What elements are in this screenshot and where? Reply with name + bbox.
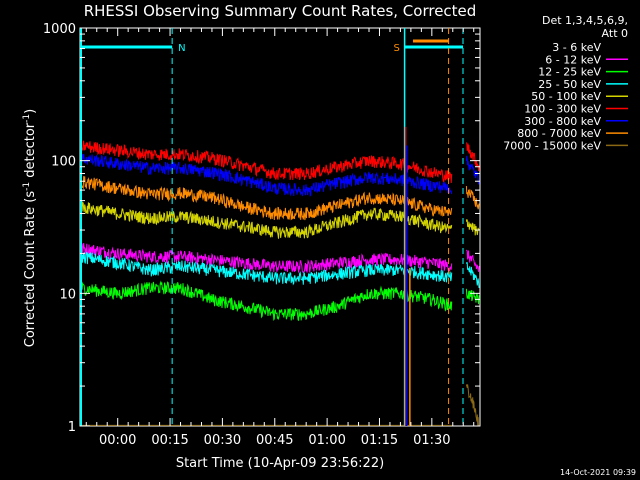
legend-label-2: 12 - 25 keV	[538, 66, 601, 79]
x-tick-label: 01:00	[308, 433, 345, 448]
series-line-4	[81, 201, 453, 239]
x-tick-label: 00:45	[256, 433, 293, 448]
chart-title: RHESSI Observing Summary Count Rates, Co…	[84, 2, 477, 20]
y-tick-label: 100	[51, 155, 76, 170]
legend-label-7: 800 - 7000 keV	[517, 127, 601, 140]
x-tick-label: 00:00	[99, 433, 136, 448]
series-7	[81, 176, 480, 221]
y-tick-label: 1000	[43, 22, 76, 37]
axes: 00:00 00:15 00:30 00:45 01:00 01:15 01:30 1 10 10…	[43, 22, 480, 448]
series-4	[81, 201, 480, 239]
series-line-2	[81, 280, 453, 322]
legend-label-5: 100 - 300 keV	[524, 103, 601, 116]
x-tick-label: 01:30	[413, 433, 450, 448]
series-line-1	[81, 243, 453, 273]
series-line-6	[81, 153, 453, 197]
y-axis-label-sup1: -1	[22, 182, 32, 191]
x-tick-label: 00:15	[151, 433, 188, 448]
series-line-3	[81, 252, 453, 286]
series-postflare-5	[465, 142, 480, 172]
x-axis-label: Start Time (10-Apr-09 23:56:22)	[176, 456, 384, 471]
legend-label-4: 50 - 100 keV	[531, 90, 601, 103]
y-tick-label: 1	[68, 420, 76, 435]
x-tick-label: 00:30	[204, 433, 241, 448]
legend-header-line2: Att 0	[602, 27, 628, 40]
y-axis-label-end: )	[23, 109, 38, 114]
series-postflare-7	[465, 185, 480, 210]
series-1	[81, 243, 480, 273]
series-3	[81, 252, 480, 288]
y-axis-label: Corrected Count Rate (s-1 detector-1)	[22, 109, 38, 347]
legend-label-8: 7000 - 15000 keV	[503, 139, 601, 152]
legend-header-line1: Det 1,3,4,5,6,9,	[542, 14, 628, 27]
y-axis-label-sup2: -1	[22, 114, 32, 123]
x-tick-label: 01:15	[361, 433, 398, 448]
series-5	[81, 139, 480, 184]
annotation-s: S	[394, 43, 400, 54]
legend-label-6: 300 - 800 keV	[524, 115, 601, 128]
footer-date: 14-Oct-2021 09:39	[560, 468, 636, 477]
legend-label-1: 6 - 12 keV	[545, 53, 601, 66]
legend-label-3: 25 - 50 keV	[538, 78, 601, 91]
y-axis-label-main: Corrected Count Rate (s	[23, 191, 38, 348]
y-tick-label: 10	[59, 287, 76, 302]
legend-label-0: 3 - 6 keV	[552, 41, 601, 54]
series-line-5	[81, 139, 453, 184]
series-line-7	[81, 176, 453, 221]
series-postflare-3	[465, 262, 480, 288]
annotation-n: N	[178, 43, 185, 54]
series-postflare-4	[465, 219, 480, 236]
y-axis-label-mid: detector	[23, 122, 38, 182]
series-line-0	[81, 260, 452, 302]
series-postflare-8	[465, 384, 479, 426]
series-postflare-1	[466, 249, 480, 272]
